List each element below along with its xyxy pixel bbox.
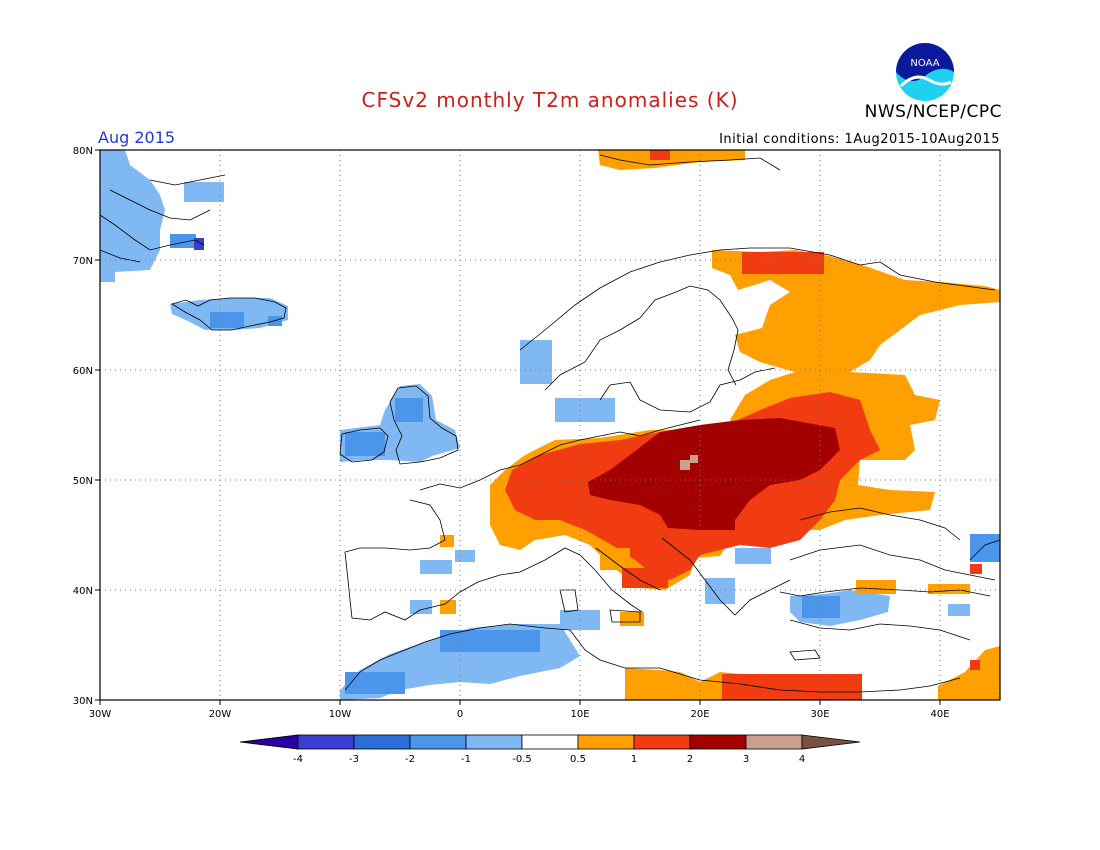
logo-text: NOAA [910, 58, 939, 69]
colorbar-high-triangle [801, 734, 861, 750]
colorbar-box [521, 734, 579, 750]
anomaly-caucasus-red [970, 564, 982, 574]
colorbar: -4 -3 -2 -1 -0.5 0.5 1 2 3 4 [239, 734, 861, 765]
lat-label: 80N [73, 146, 93, 157]
colorbar-box [409, 734, 467, 750]
anomaly-france-blue [455, 550, 475, 562]
colorbar-label: -1 [461, 754, 471, 765]
anomaly-spain-blue [410, 600, 432, 614]
anomaly-norway-blue [520, 340, 552, 384]
lat-label: 70N [73, 256, 93, 267]
anomaly-spain-blue2 [420, 560, 452, 574]
coast-europe [344, 419, 996, 621]
anomaly-turkey-orange [928, 584, 970, 594]
colorbar-box [745, 734, 803, 750]
colorbar-label: 0.5 [570, 754, 586, 765]
anomaly-spain-orange [440, 600, 456, 614]
anomaly-balkans-blue [735, 548, 771, 564]
colorbar-box [689, 734, 747, 750]
lat-label: 50N [73, 476, 93, 487]
anomaly-central-darkred [588, 418, 840, 530]
coast-caspian [969, 539, 1001, 561]
agency-label: NWS/NCEP/CPC [864, 102, 1002, 122]
anomaly-turkey-blue2 [802, 596, 840, 618]
lon-label: 40E [930, 709, 949, 720]
coast-iceland [171, 297, 287, 331]
coast-ireland [339, 427, 389, 463]
colorbar-label: -2 [405, 754, 415, 765]
lon-label: 20W [209, 709, 232, 720]
anomaly-libya-red [722, 674, 862, 700]
colorbar-label: 3 [743, 754, 749, 765]
map-grid [100, 150, 1000, 700]
colorbar-box [297, 734, 355, 750]
colorbar-label: -3 [349, 754, 359, 765]
lat-label: 30N [73, 696, 93, 707]
colorbar-label: 2 [687, 754, 693, 765]
anomaly-greenland-mid [184, 182, 224, 202]
anomaly-middle-east-red [970, 660, 980, 670]
coastlines [99, 154, 1001, 693]
anomaly-ireland-blue [345, 432, 385, 456]
colorbar-low-triangle [239, 734, 299, 750]
anomaly-uk-blue [395, 398, 423, 422]
anomaly-adriatic-orange [620, 612, 644, 626]
anomaly-svalbard-red [650, 150, 670, 160]
colorbar-label: 1 [631, 754, 637, 765]
anomaly-hotspot2 [690, 455, 698, 463]
colorbar-label: 4 [799, 754, 805, 765]
anomaly-greenland-darkblue [194, 238, 204, 250]
anomaly-black-sea-orange [856, 580, 896, 594]
colorbar-box [465, 734, 523, 750]
anomaly-iceland-blue [210, 312, 244, 328]
anomaly-iceland-blue2 [268, 316, 282, 326]
anomaly-turkey-blue3 [948, 604, 970, 616]
page-title: CFSv2 monthly T2m anomalies (K) [361, 88, 739, 112]
anomaly-italy-red [622, 568, 668, 588]
lon-label: 30E [810, 709, 829, 720]
lon-label: 0 [457, 709, 463, 720]
coast-spitsbergen [599, 154, 781, 171]
lat-label: 40N [73, 586, 93, 597]
coast-greenland [99, 174, 226, 263]
anomaly-fills [100, 150, 1000, 700]
anomaly-africa-blue2 [440, 630, 540, 652]
lon-label: 10W [329, 709, 352, 720]
colorbar-label: -4 [293, 754, 303, 765]
coast-scandinavia [519, 247, 996, 413]
anomaly-lapland-red [742, 252, 824, 274]
initial-conditions: Initial conditions: 1Aug2015-10Aug2015 [719, 132, 1000, 147]
colorbar-box [577, 734, 635, 750]
anomaly-italy-orange [600, 548, 630, 570]
anomaly-middle-east [938, 646, 1000, 700]
anomaly-svalbard [598, 150, 745, 170]
noaa-logo: NOAA [895, 42, 955, 102]
coast-black-sea [799, 507, 961, 541]
anomaly-caucasus-blue [970, 534, 1000, 562]
lon-label: 10E [570, 709, 589, 720]
lon-label: 20E [690, 709, 709, 720]
colorbar-box [633, 734, 691, 750]
axis-labels: 80N 70N 60N 50N 40N 30N 30W 20W 10W 0 10E 20E 30E 40E [73, 146, 950, 720]
map-frame [99, 149, 1001, 701]
colorbar-label: -0.5 [512, 754, 532, 765]
colorbar-box [353, 734, 411, 750]
lon-label: 30W [89, 709, 112, 720]
anomaly-denmark-blue [555, 398, 615, 422]
anomaly-france-orange [440, 535, 454, 547]
coast-britain [389, 385, 459, 465]
anomaly-africa-blue [345, 672, 405, 694]
valid-month: Aug 2015 [98, 128, 176, 147]
anomaly-hotspot [680, 460, 690, 470]
anomaly-greenland-blue [170, 234, 196, 248]
lat-label: 60N [73, 366, 93, 377]
coast-africa [344, 623, 961, 693]
